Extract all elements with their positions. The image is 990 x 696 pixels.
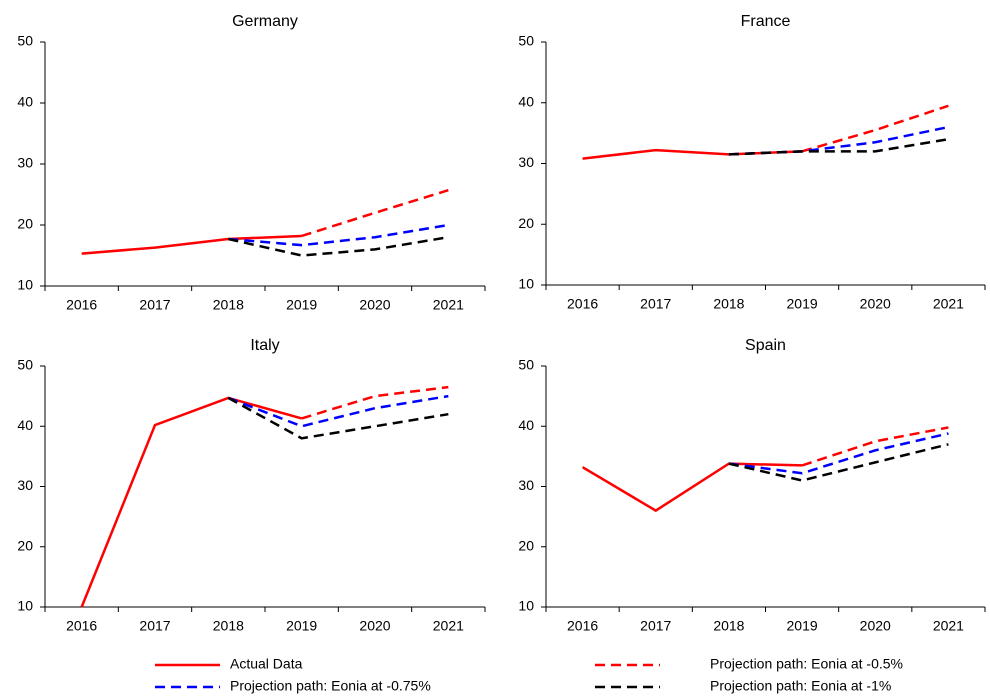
y-tick-label: 10 [518, 276, 534, 292]
x-tick-label: 2021 [433, 297, 464, 313]
data-line [81, 234, 302, 255]
data-line [228, 223, 449, 247]
chart-title: Italy [250, 337, 279, 354]
x-tick-label: 2021 [933, 296, 964, 312]
x-tick-label: 2017 [139, 618, 170, 634]
x-tick-label: 2016 [567, 296, 598, 312]
x-tick-label: 2019 [787, 296, 818, 312]
chart-title: Germany [232, 13, 298, 30]
x-tick-label: 2021 [433, 618, 464, 634]
data-line [228, 235, 449, 257]
data-line [227, 394, 449, 428]
data-line [581, 462, 803, 513]
chart-title: France [741, 13, 791, 30]
x-tick-label: 2021 [933, 618, 964, 634]
y-tick-label: 20 [17, 537, 33, 553]
y-tick-label: 20 [17, 216, 33, 232]
y-tick-label: 30 [17, 155, 33, 171]
y-tick-label: 20 [518, 537, 534, 553]
data-line [80, 396, 303, 608]
data-line [582, 148, 803, 160]
x-tick-label: 2020 [860, 296, 891, 312]
x-tick-label: 2020 [359, 297, 390, 313]
x-tick-label: 2020 [359, 618, 390, 634]
x-tick-label: 2019 [286, 618, 317, 634]
y-tick-label: 30 [518, 477, 534, 493]
legend-label: Projection path: Eonia at -1% [710, 678, 891, 694]
y-tick-label: 10 [17, 277, 33, 293]
y-tick-label: 30 [17, 477, 33, 493]
data-line [801, 104, 949, 153]
y-tick-label: 30 [518, 154, 534, 170]
x-tick-label: 2018 [713, 618, 744, 634]
x-tick-label: 2018 [213, 618, 244, 634]
y-tick-label: 50 [518, 33, 534, 49]
data-line [301, 385, 449, 420]
y-tick-label: 40 [518, 93, 534, 109]
x-tick-label: 2017 [640, 296, 671, 312]
x-tick-label: 2017 [640, 618, 671, 634]
data-line [728, 432, 949, 475]
legend-label: Actual Data [230, 656, 303, 672]
y-tick-label: 50 [518, 357, 534, 373]
legend-label: Projection path: Eonia at -0.75% [230, 678, 431, 694]
y-tick-label: 10 [17, 598, 33, 614]
x-tick-label: 2018 [213, 297, 244, 313]
chart-title: Spain [745, 337, 786, 354]
x-tick-label: 2016 [66, 618, 97, 634]
x-tick-label: 2016 [66, 297, 97, 313]
x-tick-label: 2016 [567, 618, 598, 634]
data-line [227, 396, 449, 440]
y-tick-label: 40 [17, 94, 33, 110]
x-tick-label: 2018 [713, 296, 744, 312]
y-tick-label: 10 [518, 598, 534, 614]
data-line [728, 443, 949, 482]
y-tick-label: 40 [518, 417, 534, 433]
x-tick-label: 2019 [286, 297, 317, 313]
data-line [801, 426, 949, 467]
x-tick-label: 2020 [860, 618, 891, 634]
y-tick-label: 40 [17, 417, 33, 433]
data-line [301, 189, 449, 238]
legend-label: Projection path: Eonia at -0.5% [710, 656, 903, 672]
x-tick-label: 2017 [139, 297, 170, 313]
y-tick-label: 50 [17, 357, 33, 373]
x-tick-label: 2019 [787, 618, 818, 634]
y-tick-label: 20 [518, 215, 534, 231]
y-tick-label: 50 [17, 33, 33, 49]
data-line [728, 137, 949, 156]
